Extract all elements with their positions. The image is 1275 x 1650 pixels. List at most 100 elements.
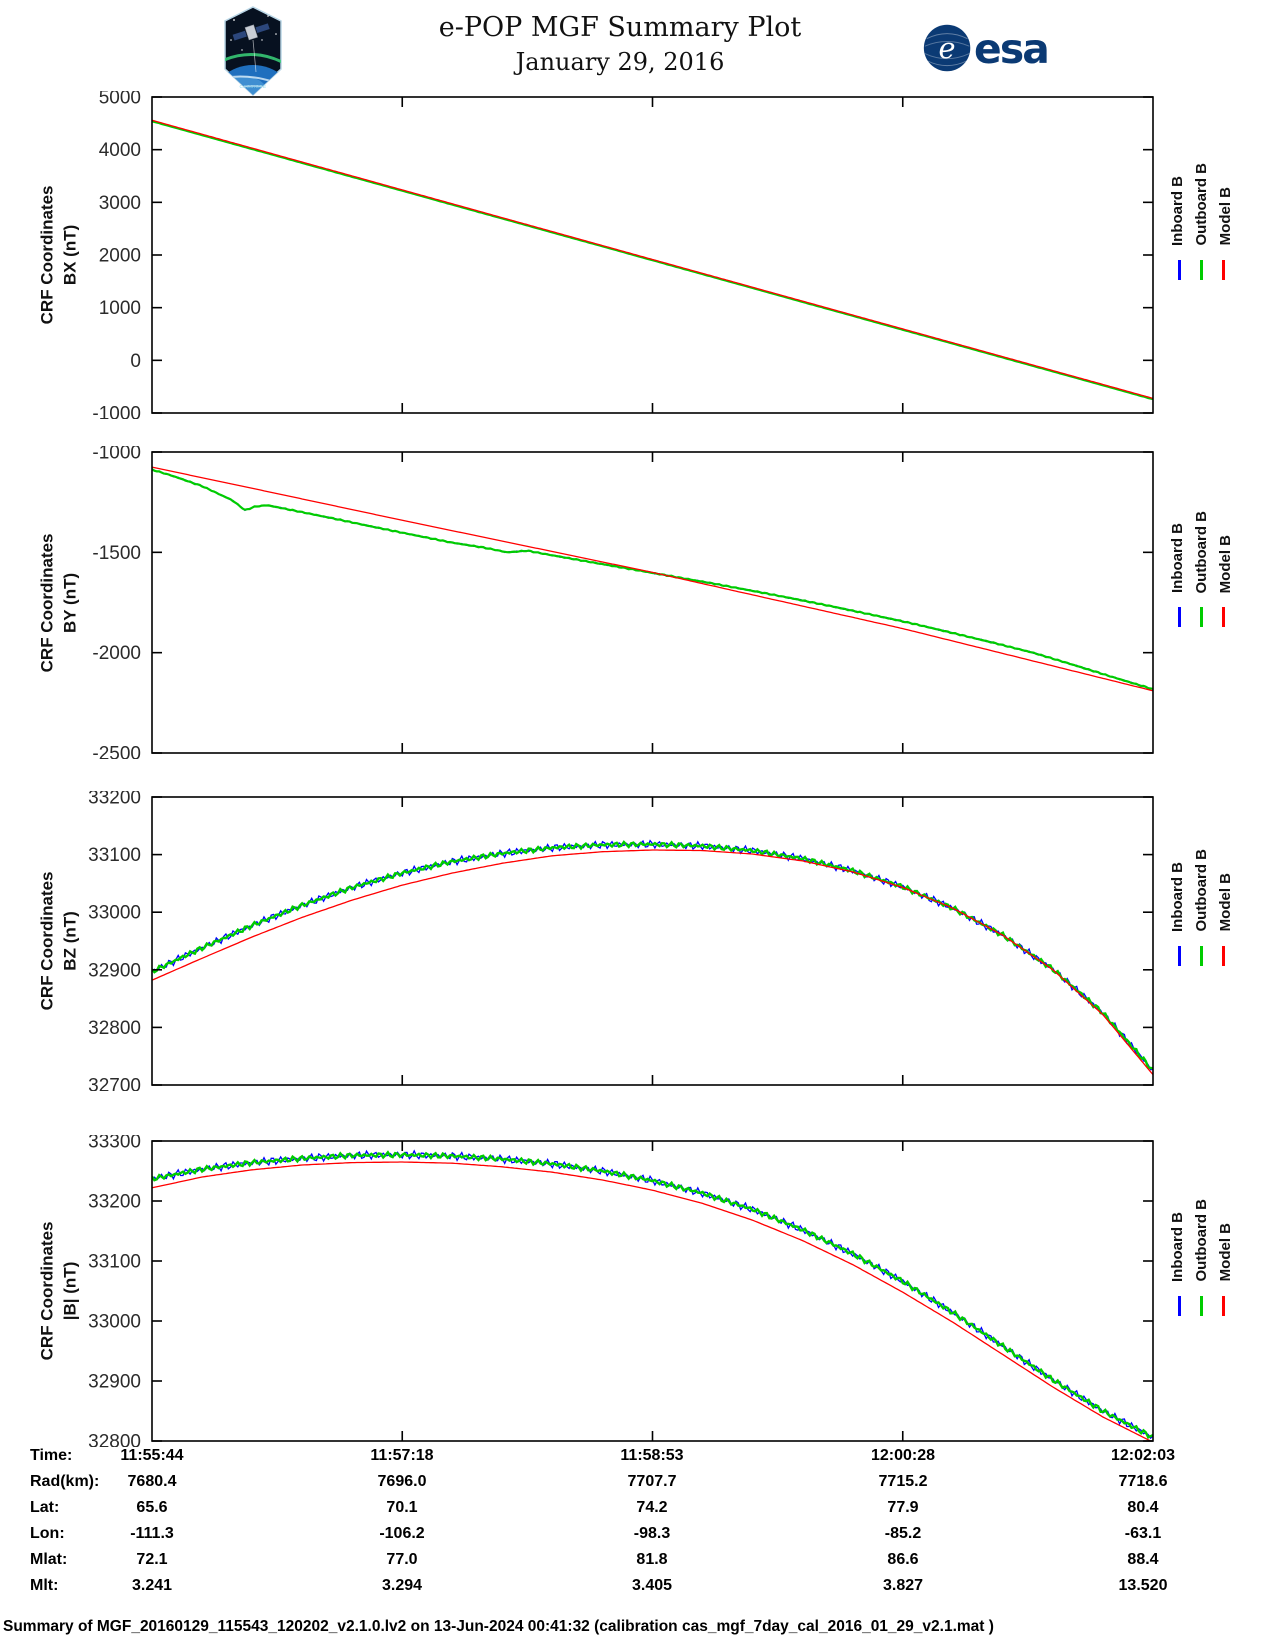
y-tick-label-bmag: 33300 [88, 1135, 141, 1153]
y-tick-label-by: -2000 [92, 643, 141, 664]
legend-label-outboard-b: Outboard B [1192, 1199, 1210, 1282]
legend-labels-bmag: Inboard B Outboard B Model B [1169, 1199, 1234, 1282]
legend-tick-outboard-b [1199, 259, 1203, 280]
series-bz-outboard-b [152, 840, 1153, 1070]
table-cell: 12:02:03 [1110, 1447, 1176, 1464]
series-by-model-b [152, 466, 1153, 692]
patch-mission-name: CASSIOPE [239, 84, 266, 89]
legend-label-outboard-b: Outboard B [1192, 163, 1210, 246]
plot-box-bz [151, 796, 1154, 1086]
page-date: January 29, 2016 [515, 48, 725, 76]
legend-label-outboard-b: Outboard B [1192, 510, 1210, 594]
plot-bz: 33200 33100 33000 32900 32800 32700 [88, 791, 1154, 1092]
table-cell: 80.4 [1127, 1499, 1159, 1516]
esa-logo: e esa [923, 24, 1050, 73]
legend-ticks-bmag [1177, 1295, 1225, 1316]
table-cell: 7718.6 [1118, 1473, 1168, 1490]
table-cell: -111.3 [130, 1525, 174, 1542]
legend-ticks-bx [1177, 259, 1225, 280]
table-row-label-time: Time: [30, 1447, 73, 1464]
series-bmag-inboard-b [152, 1149, 1153, 1440]
table-cell: 7680.4 [127, 1473, 177, 1490]
y-tick-label-bx: 1000 [99, 298, 141, 319]
y-tick-label-bmag: 33200 [88, 1192, 141, 1213]
series-bz-model-b [152, 849, 1153, 1076]
header-title-block: e-POP MGF Summary Plot January 29, 2016 [320, 12, 920, 76]
table-cell: 13.520 [1118, 1577, 1168, 1594]
legend-label-model-b: Model B [1216, 534, 1234, 593]
series-bmag-outboard-b [152, 1150, 1153, 1440]
y-tick-label-by: -1500 [92, 543, 141, 564]
series-group-bz [152, 839, 1153, 1076]
legend-tick-inboard-b [1177, 1295, 1181, 1316]
legend-tick-model-b [1221, 259, 1225, 280]
series-group-bmag [152, 1149, 1153, 1441]
series-group-by [152, 466, 1153, 692]
table-cell: 7696.0 [377, 1473, 427, 1490]
table-cell: 65.6 [136, 1499, 168, 1516]
series-by-outboard-b [152, 468, 1153, 690]
table-cell: 70.1 [386, 1499, 418, 1516]
legend-labels-bz: Inboard B Outboard B Model B [1169, 849, 1234, 932]
legend-label-inboard-b: Inboard B [1168, 175, 1186, 246]
y-tick-label-bz: 33000 [88, 903, 141, 924]
y-tick-label-bx: 2000 [99, 246, 141, 267]
y-tick-label-bx: 4000 [99, 140, 141, 161]
series-group-bx [152, 119, 1153, 401]
y-tick-label-bmag: 33000 [88, 1312, 141, 1333]
y-tick-label-bmag: 33100 [88, 1252, 141, 1273]
series-bmag-model-b [152, 1161, 1153, 1441]
legend-label-inboard-b: Inboard B [1168, 861, 1186, 932]
table-cell: 11:58:53 [620, 1447, 684, 1464]
table-cell: 72.1 [136, 1551, 168, 1568]
legend-bz: Inboard B Outboard B Model B [1158, 849, 1244, 966]
y-tick-label-by: -1000 [92, 446, 141, 464]
plot-box-bx [151, 96, 1154, 414]
plot-bmag: 33300 33200 33100 33000 32900 32800 [88, 1135, 1154, 1448]
table-cell: 12:00:28 [870, 1447, 936, 1464]
table-cell: -106.2 [379, 1525, 425, 1542]
table-row-label-radkm: Rad(km): [30, 1473, 100, 1490]
y-tick-label-bmag: 32800 [88, 1432, 141, 1448]
legend-tick-inboard-b [1177, 259, 1181, 280]
legend-ticks-bz [1177, 945, 1225, 966]
patch-satellite [232, 23, 270, 41]
legend-ticks-by [1177, 607, 1225, 627]
patch-aurora [225, 53, 281, 64]
legend-label-outboard-b: Outboard B [1192, 849, 1210, 932]
table-cell: 7707.7 [627, 1473, 677, 1490]
legend-tick-model-b [1221, 945, 1225, 966]
plot-box-bmag [151, 1140, 1154, 1442]
table-cell: 86.6 [887, 1551, 919, 1568]
y-tick-label-bz: 33100 [88, 845, 141, 866]
table-cell: 7715.2 [878, 1473, 928, 1490]
y-tick-label-by: -2500 [92, 744, 141, 760]
legend-label-model-b: Model B [1216, 873, 1234, 932]
table-cell: 11:55:44 [120, 1447, 184, 1464]
legend-tick-inboard-b [1177, 607, 1181, 627]
y-tick-label-bx: 3000 [99, 193, 141, 214]
esa-globe [923, 24, 971, 72]
legend-bx: Inboard B Outboard B Model B [1158, 163, 1244, 280]
y-tick-label-bz: 32700 [88, 1076, 141, 1092]
legend-tick-model-b [1221, 607, 1225, 627]
legend-labels-by: Inboard B Outboard B Model B [1169, 511, 1234, 594]
table-cell: -85.2 [884, 1525, 922, 1542]
series-by-inboard-b [152, 469, 1153, 690]
table-cell: -98.3 [633, 1525, 671, 1542]
page-title: e-POP MGF Summary Plot [438, 12, 802, 43]
y-tick-label-bx: -1000 [92, 404, 141, 420]
y-tick-label-bz: 32900 [88, 960, 141, 981]
esa-globe-letter: e [939, 31, 956, 65]
legend-tick-outboard-b [1199, 945, 1203, 966]
table-row-label-mlat: Mlat: [30, 1551, 68, 1568]
legend-label-model-b: Model B [1216, 187, 1234, 246]
legend-bmag: Inboard B Outboard B Model B [1158, 1199, 1244, 1316]
table-cell: 3.827 [882, 1577, 924, 1594]
legend-tick-model-b [1221, 1295, 1225, 1316]
table-cell: -63.1 [1124, 1525, 1162, 1542]
plot-by: -1000 -1500 -2000 -2500 [92, 446, 1154, 760]
table-cell: 11:57:18 [370, 1447, 434, 1464]
legend-label-inboard-b: Inboard B [1168, 1211, 1186, 1282]
